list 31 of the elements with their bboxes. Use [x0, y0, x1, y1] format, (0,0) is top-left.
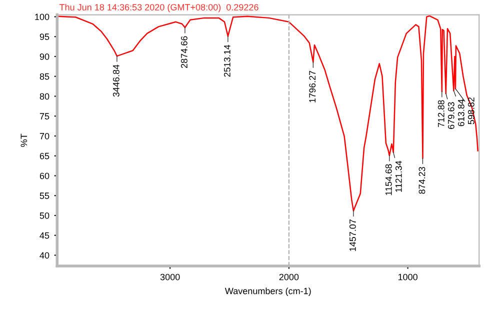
- y-tick-label: 95: [40, 34, 50, 40]
- x-tick-label: 3000: [160, 274, 180, 280]
- y-tick-label: 45: [40, 232, 50, 239]
- annotation: 3446.84: [112, 64, 120, 97]
- annotation: 1121.34: [395, 160, 402, 192]
- y-axis-title: %T: [20, 134, 28, 147]
- y-tick-label: 65: [40, 152, 50, 160]
- y-tick-label: 85: [40, 73, 50, 80]
- annotation: 679.63: [448, 102, 454, 129]
- y-tick-label: 40: [40, 252, 50, 259]
- annotation: 1457.07: [349, 219, 356, 251]
- y-tick-label: 55: [40, 192, 50, 199]
- y-tick-label: 75: [40, 113, 50, 120]
- y-tick-label: 100: [35, 14, 50, 20]
- y-tick-label: 60: [40, 172, 50, 180]
- y-tick-label: 80: [40, 93, 50, 100]
- x-tick-label: 1000: [398, 274, 418, 280]
- x-tick-label: 2000: [279, 274, 299, 280]
- annotation: 2513.14: [224, 44, 230, 77]
- annotation: 874.23: [418, 166, 426, 194]
- x-axis-title: Wavenumbers (cm-1): [224, 288, 311, 296]
- text: Thu Jun 18 14:36:53 2020 (GMT+08:00) 0.29226: [59, 4, 258, 12]
- annotation: 613.84: [458, 99, 464, 126]
- annotation: 598.82: [468, 97, 474, 124]
- y-tick-label: 90: [40, 53, 50, 60]
- y-tick-label: 50: [40, 212, 50, 219]
- y-tick-label: 70: [40, 132, 50, 140]
- annotation: 1154.68: [385, 164, 392, 196]
- annotation: 1796.27: [309, 70, 316, 102]
- annotation: 2874.66: [181, 36, 188, 68]
- annotation: 712.88: [438, 100, 444, 127]
